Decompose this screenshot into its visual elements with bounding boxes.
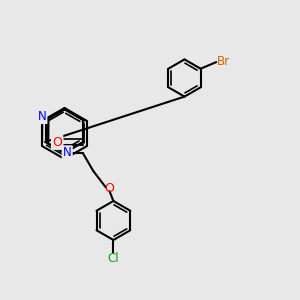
Text: Br: Br [217,55,230,68]
Text: Cl: Cl [108,252,119,266]
Text: N: N [63,146,72,160]
Text: O: O [105,182,114,196]
Text: O: O [52,136,62,149]
Text: N: N [38,110,46,123]
